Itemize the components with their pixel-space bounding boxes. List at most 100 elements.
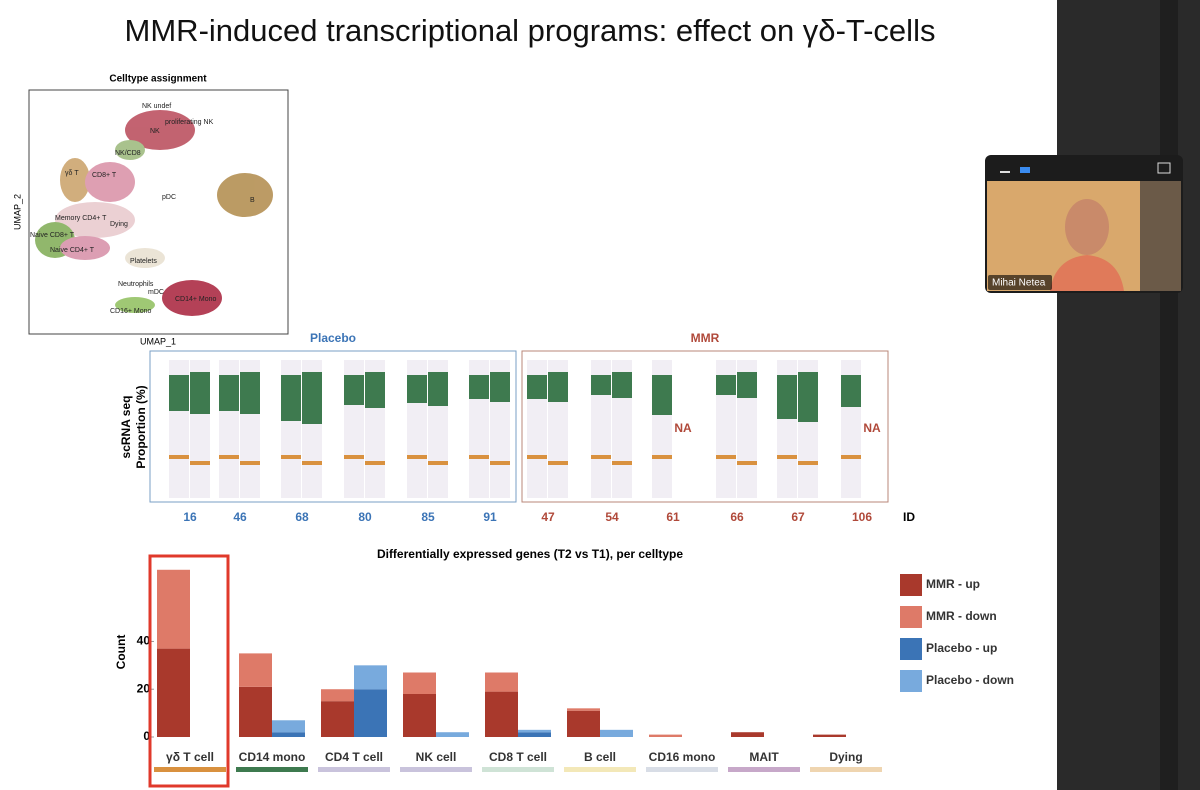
id-tick-label: 68 (295, 510, 309, 524)
proportion-segment (777, 455, 797, 459)
bar (518, 729, 551, 733)
proportion-segment (652, 455, 672, 459)
proportion-segment (716, 375, 736, 395)
bar (567, 708, 600, 711)
cluster-label: γδ T (65, 170, 79, 177)
x-tick-label: MAIT (749, 750, 779, 764)
cluster-label: B (250, 197, 255, 204)
chart-title: Differentially expressed genes (T2 vs T1… (377, 547, 683, 561)
bar (354, 665, 387, 690)
category-underline (400, 767, 472, 772)
cluster-label: CD14+ Mono (175, 296, 217, 303)
proportion-segment (527, 375, 547, 399)
x-tick-label: γδ T cell (166, 750, 214, 764)
x-tick-label: CD14 mono (239, 750, 306, 764)
group-label: MMR (691, 331, 720, 345)
proportion-segment (344, 375, 364, 405)
legend-swatch (900, 638, 922, 660)
id-tick-label: 47 (541, 510, 555, 524)
proportion-segment (548, 461, 568, 465)
view-icon[interactable] (1020, 167, 1030, 173)
bar (485, 691, 518, 737)
expand-icon[interactable] (1157, 162, 1171, 174)
x-tick-label: CD4 T cell (325, 750, 383, 764)
y-tick-label: 20 (137, 681, 151, 695)
bar (518, 732, 551, 737)
proportion-segment (777, 375, 797, 419)
proportion-segment (591, 375, 611, 395)
proportion-segment (591, 455, 611, 459)
bar (354, 689, 387, 737)
slide-title: MMR-induced transcriptional programs: ef… (125, 13, 936, 48)
highlight-box (148, 554, 230, 788)
id-tick-label: 106 (852, 510, 872, 524)
x-tick-label: B cell (584, 750, 616, 764)
cluster-label: Platelets (130, 258, 157, 265)
id-tick-label: 16 (183, 510, 197, 524)
bar (239, 653, 272, 687)
umap-x-label: UMAP_1 (140, 336, 176, 346)
category-underline (810, 767, 882, 772)
legend-label: MMR - down (926, 609, 997, 623)
proportion-segment (798, 372, 818, 422)
y-label: Proportion (%) (134, 385, 148, 468)
proportion-segment (841, 375, 861, 407)
cluster-label: pDC (162, 194, 176, 201)
proportion-segment (652, 375, 672, 415)
category-underline (154, 767, 226, 772)
minimize-icon[interactable] (1000, 171, 1010, 173)
id-tick-label: 66 (730, 510, 744, 524)
proportion-segment (737, 461, 757, 465)
proportion-segment (490, 461, 510, 465)
id-tick-label: 61 (666, 510, 680, 524)
bar (567, 710, 600, 737)
cluster-label: Memory CD4+ T (55, 215, 107, 222)
category-underline (318, 767, 390, 772)
bar (436, 732, 469, 737)
proportion-segment (428, 461, 448, 465)
person-head (1065, 199, 1109, 255)
category-underline (646, 767, 718, 772)
proportion-segment (344, 455, 364, 459)
id-tick-label: 54 (605, 510, 619, 524)
legend-label: Placebo - down (926, 673, 1014, 687)
cluster-label: NK/CD8 (115, 150, 141, 157)
proportion-segment (737, 372, 757, 398)
cluster-label: CD16+ Mono (110, 308, 152, 315)
proportion-segment (428, 372, 448, 406)
y-label: scRNA seq (119, 396, 133, 459)
cluster-label: Naive CD8+ T (30, 232, 75, 239)
bar (649, 734, 682, 737)
umap-title: Celltype assignment (109, 74, 207, 85)
participant-name: Mihai Netea (992, 278, 1046, 289)
umap-blobs (35, 110, 273, 316)
proportion-segment (240, 461, 260, 465)
cluster-label: Dying (110, 221, 128, 228)
bar (813, 734, 846, 737)
legend-swatch (900, 670, 922, 692)
proportion-segment (407, 375, 427, 403)
y-tick-label: 40 (137, 634, 151, 648)
placebo-frame (149, 350, 517, 503)
proportion-segment (219, 375, 239, 411)
na-label: NA (674, 421, 692, 435)
id-label: ID (903, 510, 915, 524)
legend-label: MMR - up (926, 577, 980, 591)
id-tick-label: 80 (358, 510, 372, 524)
proportion-segment (190, 372, 210, 414)
cluster-label: Neutrophils (118, 281, 154, 288)
proportion-segment (548, 372, 568, 402)
proportion-segment (190, 461, 210, 465)
bar (403, 672, 436, 694)
bar (731, 732, 764, 737)
category-underline (728, 767, 800, 772)
category-underline (236, 767, 308, 772)
proportion-segment (490, 372, 510, 402)
x-tick-label: Dying (829, 750, 862, 764)
cluster-label: Naive CD4+ T (50, 247, 95, 254)
proportion-segment (527, 455, 547, 459)
proportion-segment (281, 375, 301, 421)
name-tag (988, 275, 1052, 290)
cluster-label: proliferating NK (165, 119, 214, 126)
bar (600, 729, 633, 737)
